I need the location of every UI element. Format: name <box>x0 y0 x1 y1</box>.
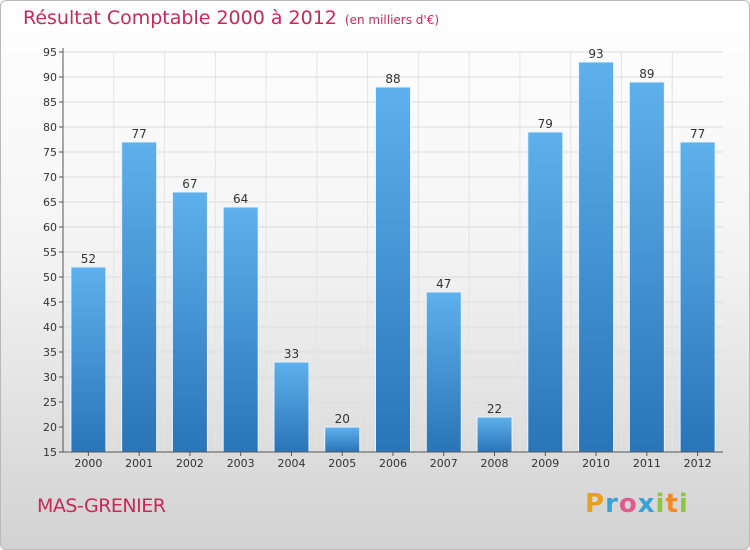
value-label-2009: 79 <box>538 117 553 131</box>
bar-2012 <box>679 141 716 453</box>
y-tick-label-55: 55 <box>43 246 57 259</box>
bar-2005 <box>324 426 361 453</box>
x-tick-label-2002: 2002 <box>176 457 204 470</box>
value-label-2001: 77 <box>132 127 147 141</box>
bar-layer <box>70 61 716 453</box>
y-tick-label-20: 20 <box>43 421 57 434</box>
y-tick-label-90: 90 <box>43 71 57 84</box>
value-label-2012: 77 <box>690 127 705 141</box>
bar-2009 <box>527 131 564 453</box>
x-tick-label-2006: 2006 <box>379 457 407 470</box>
y-tick-label-60: 60 <box>43 221 57 234</box>
x-tick-label-2008: 2008 <box>481 457 509 470</box>
bar-2001 <box>121 141 158 453</box>
logo-letter: i <box>678 489 689 519</box>
value-label-2010: 93 <box>588 47 603 61</box>
bar-2004 <box>273 361 310 453</box>
y-tick-label-65: 65 <box>43 196 57 209</box>
y-tick-label-95: 95 <box>43 46 57 59</box>
x-tick-label-2010: 2010 <box>582 457 610 470</box>
x-tick-label-2007: 2007 <box>430 457 458 470</box>
value-label-2008: 22 <box>487 402 502 416</box>
y-tick-label-80: 80 <box>43 121 57 134</box>
chart-subtitle: (en milliers d'€) <box>344 13 440 27</box>
proxiti-logo: Proxiti <box>585 489 689 519</box>
value-label-2006: 88 <box>385 72 400 86</box>
bar-2008 <box>476 416 513 453</box>
value-label-2004: 33 <box>284 347 299 361</box>
y-tick-label-15: 15 <box>43 446 57 459</box>
y-tick-label-70: 70 <box>43 171 57 184</box>
x-tick-label-2009: 2009 <box>531 457 559 470</box>
bar-2006 <box>375 86 411 453</box>
y-tick-label-45: 45 <box>43 296 57 309</box>
value-label-2007: 47 <box>436 277 451 291</box>
logo-letter: r <box>605 489 619 519</box>
bar-2010 <box>578 61 615 453</box>
x-tick-label-2005: 2005 <box>328 457 356 470</box>
value-label-2011: 89 <box>639 67 654 81</box>
y-tick-label-75: 75 <box>43 146 57 159</box>
bar-2007 <box>425 291 462 453</box>
value-label-2003: 64 <box>233 192 248 206</box>
logo-letter: i <box>655 489 666 519</box>
y-tick-label-30: 30 <box>43 371 57 384</box>
value-label-2002: 67 <box>182 177 197 191</box>
label-layer: 15 20 25 30 35 40 45 50 55 60 65 70 75 80 85 90 95 52 2000… <box>43 46 712 470</box>
chart-title-text: Résultat Comptable 2000 à 2012 <box>23 7 337 29</box>
logo-letter: t <box>665 489 679 519</box>
x-tick-label-2003: 2003 <box>227 457 255 470</box>
chart-title: Résultat Comptable 2000 à 2012 (en millie… <box>23 7 439 29</box>
value-label-2005: 20 <box>335 412 350 426</box>
x-tick-label-2001: 2001 <box>125 457 153 470</box>
value-label-2000: 52 <box>81 252 96 266</box>
logo-letter: o <box>618 489 638 519</box>
location-name: MAS-GRENIER <box>37 495 166 517</box>
axis-layer <box>59 48 723 456</box>
y-tick-label-35: 35 <box>43 346 57 359</box>
y-tick-label-85: 85 <box>43 96 57 109</box>
x-tick-label-2012: 2012 <box>684 457 712 470</box>
logo-letter: P <box>585 489 606 519</box>
y-tick-label-25: 25 <box>43 396 57 409</box>
bar-2000 <box>70 266 107 453</box>
logo-letter: x <box>637 489 656 519</box>
y-tick-label-40: 40 <box>43 321 57 334</box>
bar-2002 <box>171 191 208 453</box>
bar-2003 <box>222 206 259 453</box>
x-tick-label-2011: 2011 <box>633 457 661 470</box>
bar-2011 <box>628 81 665 453</box>
x-tick-label-2000: 2000 <box>74 457 102 470</box>
y-tick-label-50: 50 <box>43 271 57 284</box>
x-tick-label-2004: 2004 <box>277 457 305 470</box>
